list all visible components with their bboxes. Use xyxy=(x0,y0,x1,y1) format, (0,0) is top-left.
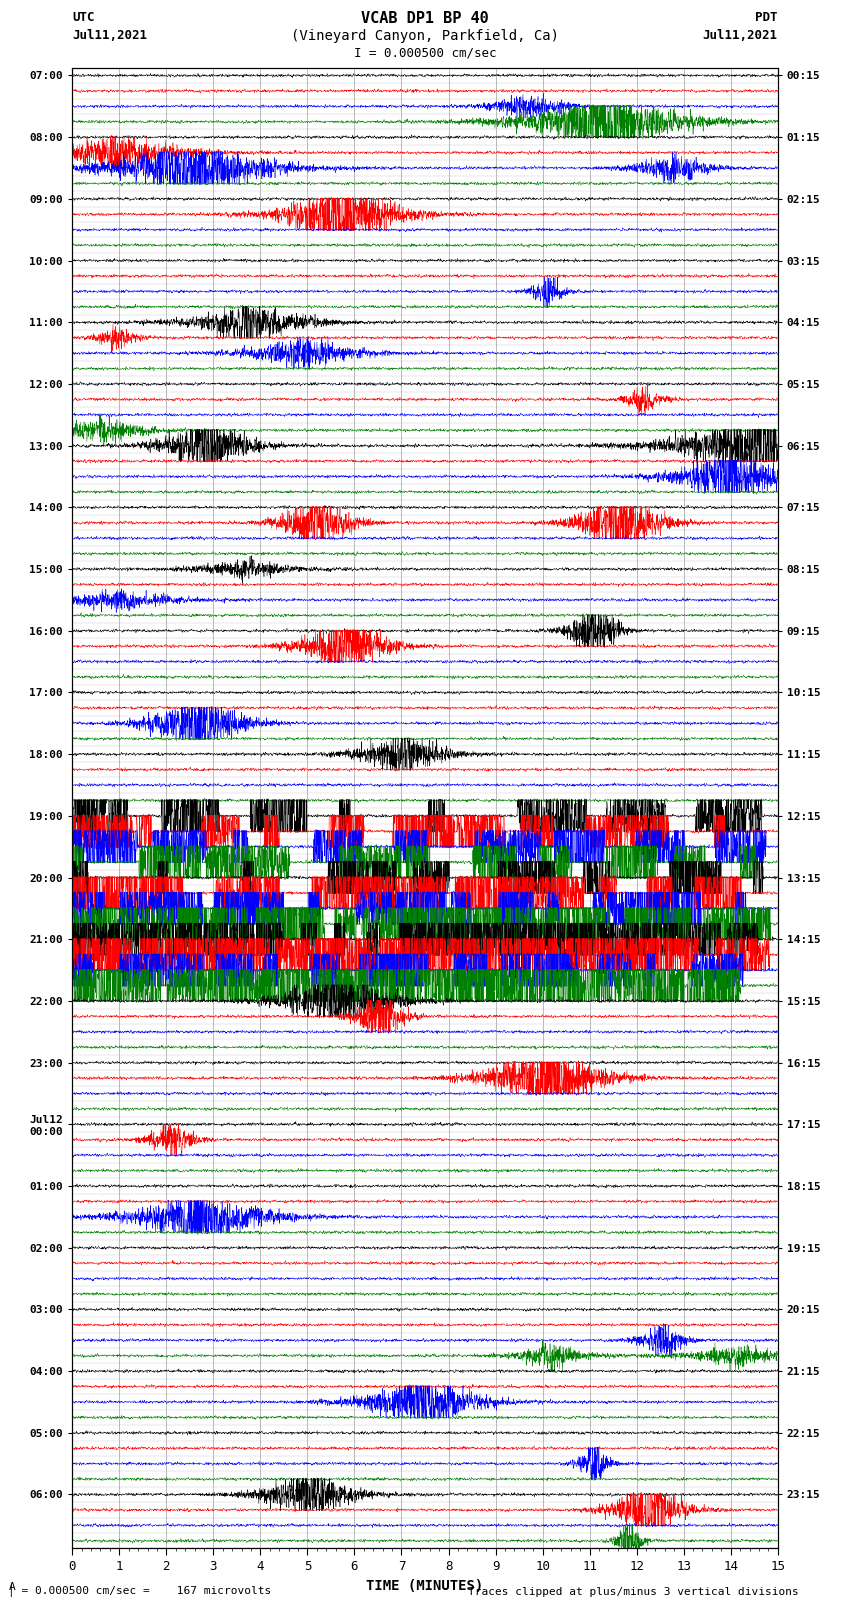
X-axis label: TIME (MINUTES): TIME (MINUTES) xyxy=(366,1579,484,1594)
Text: PDT: PDT xyxy=(756,11,778,24)
Text: Jul11,2021: Jul11,2021 xyxy=(72,29,147,42)
Text: A: A xyxy=(8,1582,15,1592)
Text: UTC: UTC xyxy=(72,11,94,24)
Text: Traces clipped at plus/minus 3 vertical divisions: Traces clipped at plus/minus 3 vertical … xyxy=(468,1587,798,1597)
Text: (Vineyard Canyon, Parkfield, Ca): (Vineyard Canyon, Parkfield, Ca) xyxy=(291,29,559,44)
Text: │ = 0.000500 cm/sec =    167 microvolts: │ = 0.000500 cm/sec = 167 microvolts xyxy=(8,1584,272,1597)
Text: I = 0.000500 cm/sec: I = 0.000500 cm/sec xyxy=(354,47,496,60)
Text: VCAB DP1 BP 40: VCAB DP1 BP 40 xyxy=(361,11,489,26)
Text: Jul11,2021: Jul11,2021 xyxy=(703,29,778,42)
